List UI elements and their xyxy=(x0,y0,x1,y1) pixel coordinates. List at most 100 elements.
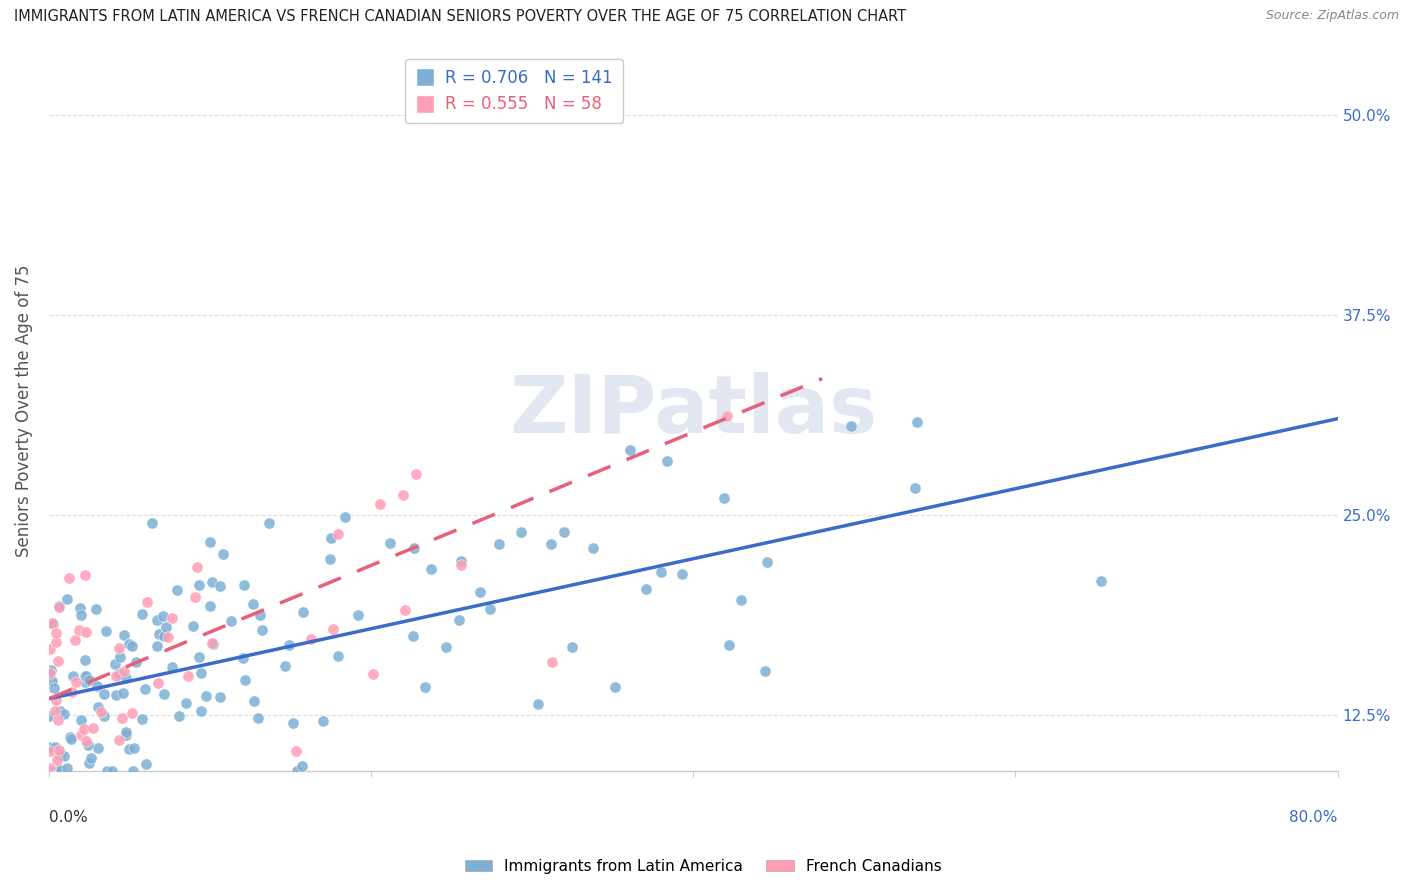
Point xyxy=(195,690,218,704)
Point xyxy=(174,696,197,710)
Point xyxy=(145,772,167,786)
Point xyxy=(49,763,72,777)
Point xyxy=(76,738,98,752)
Point xyxy=(257,516,280,531)
Point xyxy=(38,709,60,723)
Point xyxy=(41,768,63,782)
Point xyxy=(326,648,349,663)
Point xyxy=(44,704,66,718)
Point xyxy=(45,625,67,640)
Point xyxy=(146,613,169,627)
Point xyxy=(38,665,60,679)
Point xyxy=(299,632,322,647)
Point xyxy=(190,666,212,681)
Point xyxy=(90,705,112,719)
Point xyxy=(111,711,134,725)
Point xyxy=(148,676,170,690)
Point xyxy=(141,516,163,530)
Point xyxy=(326,527,349,541)
Point xyxy=(145,639,167,653)
Point xyxy=(42,616,65,631)
Point xyxy=(46,764,69,778)
Point xyxy=(136,594,159,608)
Point xyxy=(122,740,145,755)
Point xyxy=(38,739,60,754)
Point xyxy=(582,541,605,556)
Point xyxy=(108,649,131,664)
Point xyxy=(209,690,232,705)
Point xyxy=(73,669,96,683)
Point xyxy=(188,649,211,664)
Point xyxy=(111,686,134,700)
Point xyxy=(619,443,641,458)
Point xyxy=(219,615,242,629)
Point xyxy=(41,674,63,689)
Point xyxy=(75,669,97,683)
Point xyxy=(450,554,472,568)
Point xyxy=(468,584,491,599)
Point xyxy=(118,742,141,756)
Point xyxy=(87,741,110,756)
Point xyxy=(63,632,86,647)
Point xyxy=(634,582,657,597)
Point xyxy=(209,579,232,593)
Point xyxy=(45,693,67,707)
Point xyxy=(41,616,63,631)
Point xyxy=(671,566,693,581)
Point xyxy=(67,623,90,637)
Point xyxy=(49,748,72,763)
Point xyxy=(322,800,344,814)
Point xyxy=(167,709,190,723)
Point xyxy=(70,608,93,623)
Point xyxy=(75,568,97,582)
Point xyxy=(718,638,741,652)
Text: 80.0%: 80.0% xyxy=(1289,810,1337,825)
Point xyxy=(233,673,256,688)
Point xyxy=(1090,574,1112,589)
Point xyxy=(38,761,60,775)
Point xyxy=(404,541,426,556)
Point xyxy=(322,622,344,636)
Text: Source: ZipAtlas.com: Source: ZipAtlas.com xyxy=(1265,9,1399,22)
Legend: Immigrants from Latin America, French Canadians: Immigrants from Latin America, French Ca… xyxy=(458,853,948,880)
Point xyxy=(292,605,315,619)
Point xyxy=(69,601,91,615)
Point xyxy=(319,552,342,566)
Point xyxy=(84,602,107,616)
Point xyxy=(488,537,510,551)
Point xyxy=(730,592,752,607)
Point xyxy=(755,555,778,569)
Point xyxy=(281,716,304,731)
Point xyxy=(44,739,66,754)
Point xyxy=(131,607,153,621)
Point xyxy=(152,609,174,624)
Point xyxy=(65,674,87,689)
Point xyxy=(75,624,97,639)
Point xyxy=(378,535,401,549)
Point xyxy=(94,624,117,638)
Point xyxy=(73,675,96,690)
Point xyxy=(211,547,233,561)
Point xyxy=(904,481,927,495)
Point xyxy=(135,756,157,771)
Point xyxy=(38,772,60,786)
Point xyxy=(361,666,384,681)
Point xyxy=(394,603,416,617)
Point xyxy=(201,575,224,590)
Point xyxy=(70,713,93,727)
Point xyxy=(107,666,129,681)
Point xyxy=(139,844,162,858)
Point xyxy=(121,706,143,720)
Point xyxy=(277,638,299,652)
Point xyxy=(274,659,297,673)
Point xyxy=(540,537,562,551)
Point xyxy=(526,697,548,711)
Point xyxy=(101,764,124,778)
Point xyxy=(148,627,170,641)
Point xyxy=(160,611,183,625)
Point xyxy=(242,694,264,708)
Point xyxy=(72,723,94,737)
Point xyxy=(44,764,66,778)
Point xyxy=(392,488,415,502)
Point xyxy=(250,623,273,637)
